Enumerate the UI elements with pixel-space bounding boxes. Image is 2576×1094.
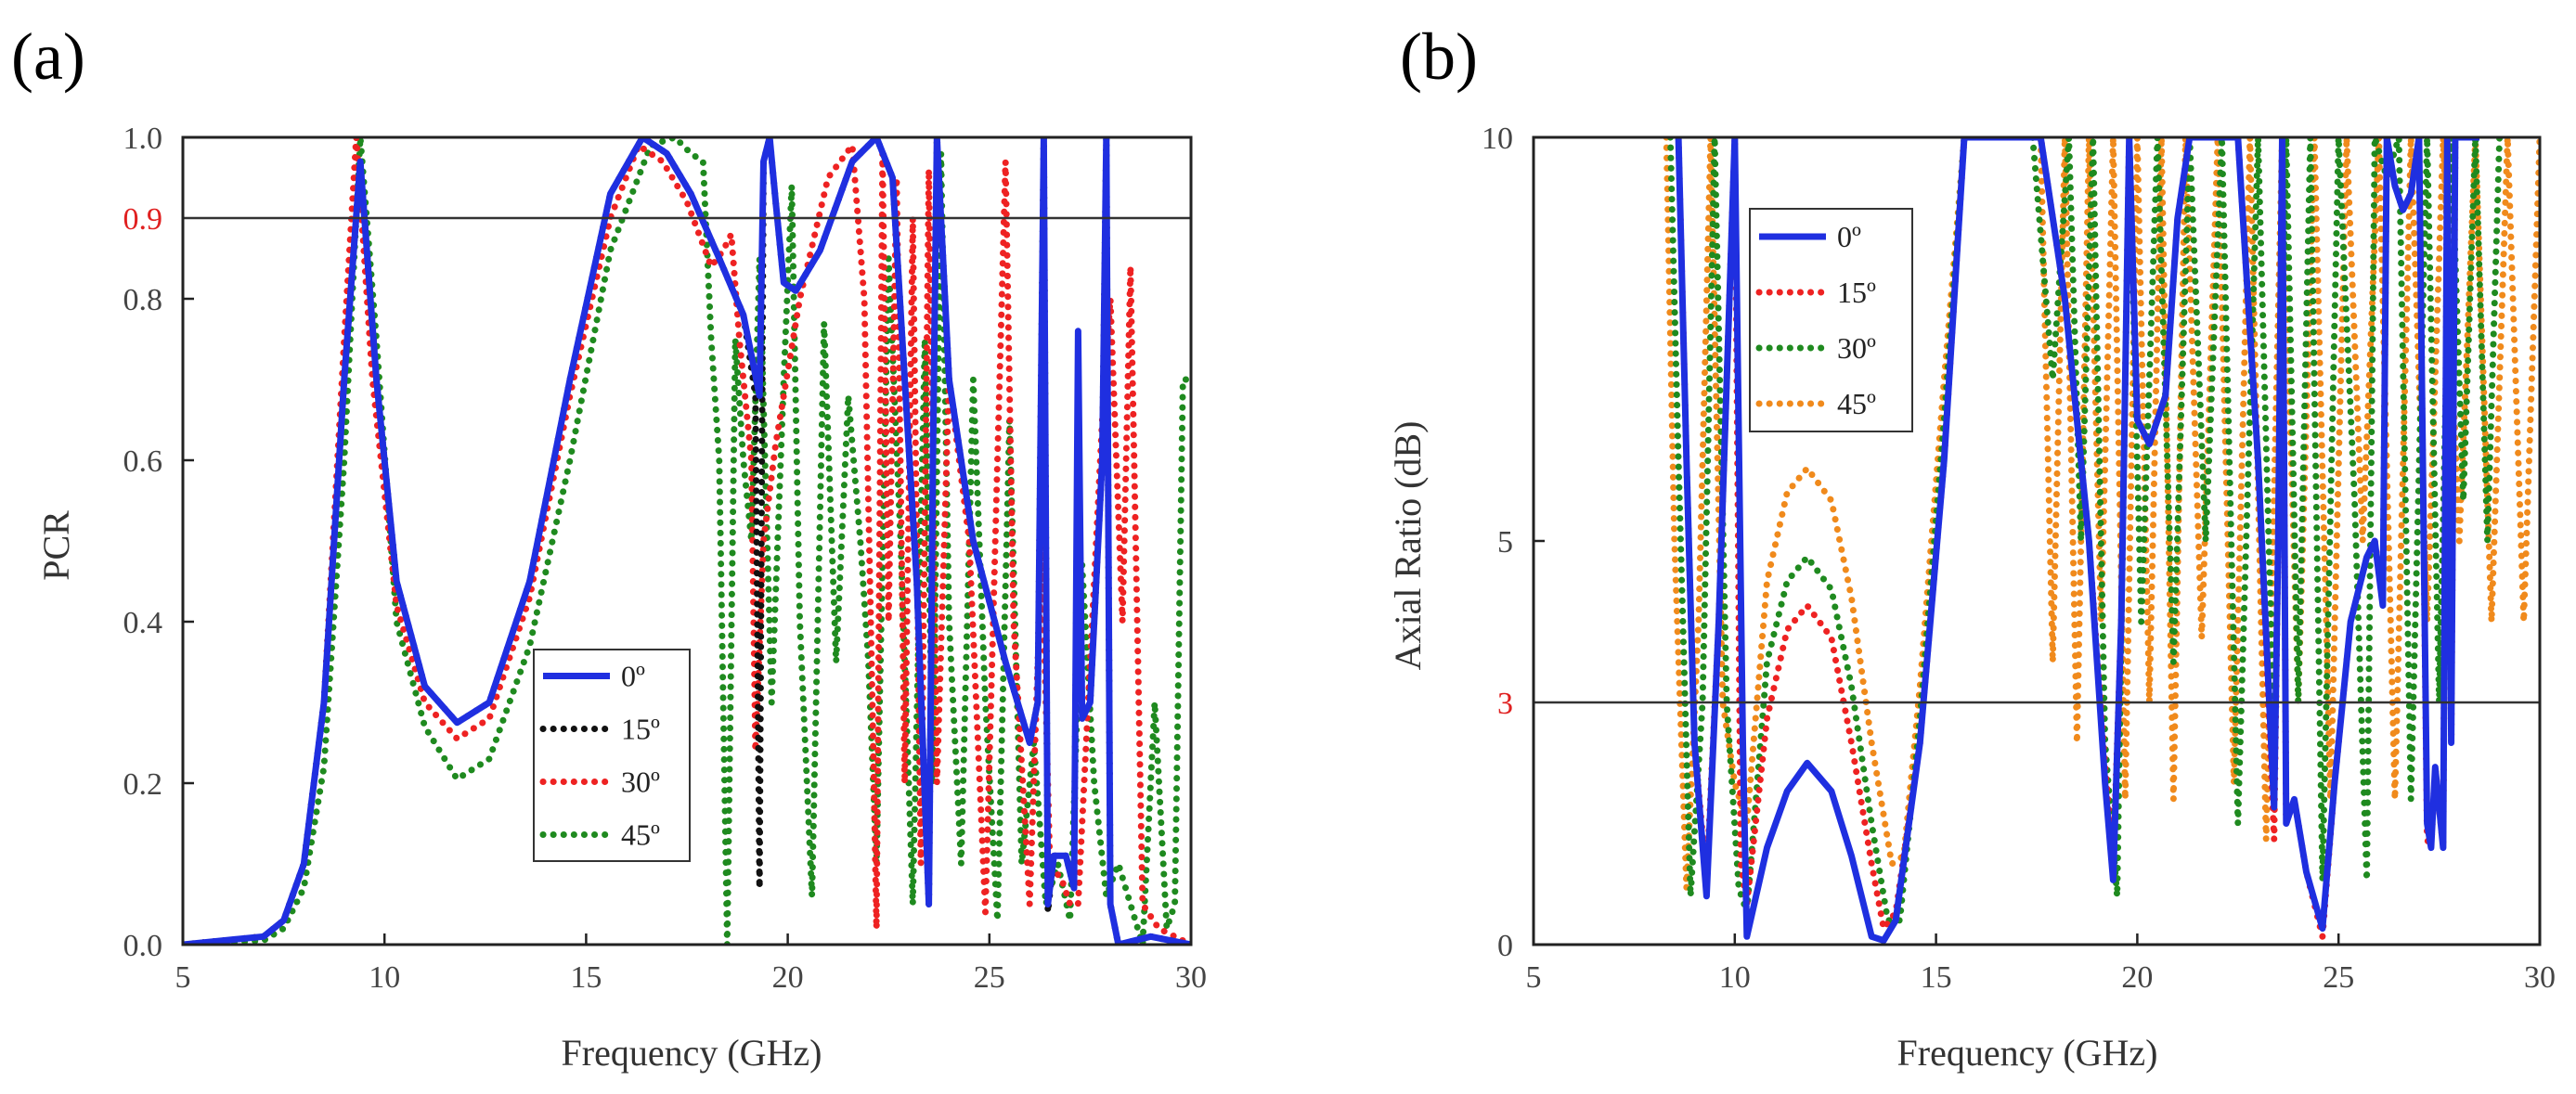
panel-a-y-axis-title: PCR (35, 510, 77, 581)
x-tick-label-a: 25 (974, 960, 1005, 995)
x-tick-label-a: 15 (570, 960, 602, 995)
x-tick-label-b: 15 (1921, 960, 1952, 995)
panel-b-y-axis-title: Axial Ratio (dB) (1387, 421, 1429, 671)
y-tick-label-a: 1.0 (123, 122, 163, 156)
panel-a: (a) 0.9 5 10 15 20 25 30 0.0 0.2 0.4 0.6 0.8 1.0 Fre… (11, 19, 1207, 1074)
legend-label-a-2: 30º (621, 766, 660, 799)
x-tick-label-a: 20 (772, 960, 804, 995)
series-b-0-line (1675, 137, 2479, 945)
legend-box-b (1749, 208, 1913, 432)
y-tick-label-b: 10 (1482, 122, 1513, 156)
panel-b-legend: 0º 15º 30º 45º (1749, 208, 1913, 432)
legend-box-a (533, 649, 691, 862)
series-a-2-line (183, 137, 1191, 945)
x-tick-label-b: 25 (2323, 960, 2354, 995)
y-tick-label-a: 0.8 (123, 283, 163, 317)
legend-label-a-1: 15º (621, 713, 660, 746)
panel-a-legend: 0º 15º 30º 45º (533, 649, 691, 862)
x-tick-label-a: 5 (175, 960, 191, 995)
legend-label-b-1: 15º (1837, 276, 1876, 309)
y-tick-label-a: 0.4 (123, 606, 163, 640)
reference-label-b: 3 (1497, 687, 1513, 721)
panel-b-plot (1663, 137, 2540, 945)
x-tick-label-b: 5 (1526, 960, 1542, 995)
x-tick-label-a: 10 (369, 960, 400, 995)
panel-a-label: (a) (11, 19, 85, 94)
plot-frame-a (181, 135, 1193, 946)
x-tick-label-b: 30 (2524, 960, 2556, 995)
y-tick-label-b: 0 (1497, 929, 1513, 963)
legend-label-b-3: 45º (1837, 387, 1876, 420)
legend-label-b-0: 0º (1837, 220, 1861, 253)
legend-label-b-2: 30º (1837, 331, 1876, 365)
x-tick-label-a: 30 (1175, 960, 1207, 995)
legend-label-a-0: 0º (621, 660, 645, 693)
panel-a-x-axis-title: Frequency (GHz) (562, 1032, 822, 1074)
panel-a-plot (183, 137, 1191, 945)
panel-a-axes: 0.9 5 10 15 20 25 30 0.0 0.2 0.4 0.6 0.8 1.0 (123, 122, 1208, 995)
reference-label-a: 0.9 (123, 202, 163, 237)
panel-b-x-axis-title: Frequency (GHz) (1897, 1032, 2158, 1074)
y-tick-label-b: 5 (1497, 525, 1513, 560)
series-a-0-line (183, 137, 1191, 945)
y-tick-label-a: 0.0 (123, 929, 163, 963)
x-tick-label-b: 10 (1719, 960, 1751, 995)
series-b-3-line (1663, 137, 2540, 892)
x-tick-label-b: 20 (2121, 960, 2153, 995)
legend-label-a-3: 45º (621, 818, 660, 852)
y-tick-label-a: 0.6 (123, 444, 163, 479)
panel-b-label: (b) (1400, 19, 1478, 94)
y-tick-label-a: 0.2 (123, 767, 163, 802)
